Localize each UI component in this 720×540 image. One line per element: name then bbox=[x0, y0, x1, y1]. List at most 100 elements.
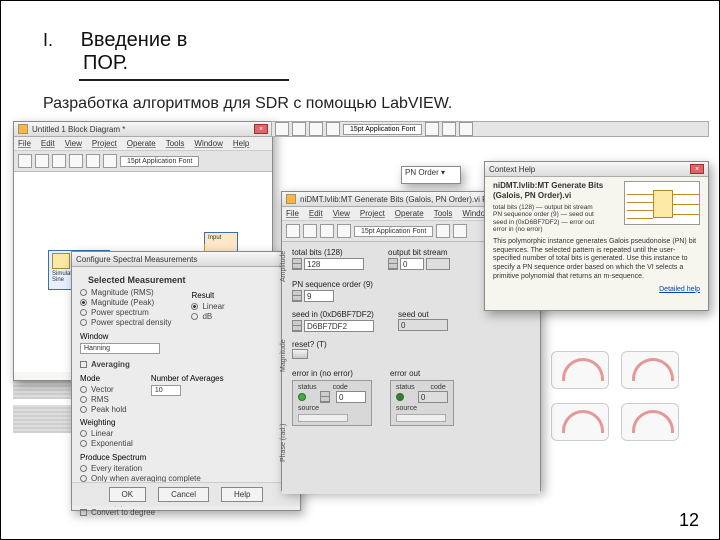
output-index[interactable]: 0 bbox=[400, 258, 424, 270]
radio-peak-hold[interactable]: Peak hold bbox=[80, 405, 133, 414]
radio-mag-peak[interactable]: Magnitude (Peak) bbox=[80, 298, 171, 307]
help-button[interactable]: Help bbox=[221, 487, 263, 502]
seed-out-value: 0 bbox=[398, 319, 448, 331]
spinner[interactable] bbox=[388, 258, 398, 270]
font-selector[interactable]: 15pt Application Font bbox=[120, 156, 199, 167]
menu-window[interactable]: Window bbox=[194, 139, 222, 148]
window-select[interactable]: Hanning bbox=[80, 343, 160, 354]
menu-project[interactable]: Project bbox=[360, 209, 385, 218]
menu-file[interactable]: File bbox=[18, 139, 31, 148]
radio-weight-exp[interactable]: Exponential bbox=[80, 439, 133, 448]
titlebar[interactable]: Configure Spectral Measurements bbox=[72, 252, 300, 267]
distribute-button[interactable] bbox=[442, 122, 456, 136]
menu-view[interactable]: View bbox=[333, 209, 350, 218]
pn-order-input[interactable]: 9 bbox=[304, 290, 334, 302]
check-degree[interactable]: Convert to degree bbox=[80, 508, 292, 517]
node-sublabel: Sine bbox=[52, 277, 64, 283]
spinner[interactable] bbox=[292, 290, 302, 302]
source-box bbox=[396, 414, 446, 422]
spinner[interactable] bbox=[292, 320, 302, 332]
pause-button[interactable] bbox=[69, 154, 83, 168]
cancel-button[interactable]: Cancel bbox=[158, 487, 209, 502]
step-button[interactable] bbox=[103, 154, 117, 168]
gauge bbox=[621, 351, 679, 389]
pn-order-control[interactable]: PN Order ▾ bbox=[401, 166, 461, 184]
radio-vector[interactable]: Vector bbox=[80, 385, 133, 394]
window-title: niDMT.lvlib:MT Generate Bits (Galois, PN… bbox=[300, 195, 502, 204]
run-button[interactable] bbox=[275, 122, 289, 136]
result-heading: Result bbox=[191, 291, 224, 300]
menubar[interactable]: File Edit View Project Operate Tools Win… bbox=[14, 137, 272, 151]
code-input[interactable]: 0 bbox=[336, 391, 366, 403]
titlebar[interactable]: Context Help × bbox=[485, 162, 708, 177]
menu-help[interactable]: Help bbox=[233, 139, 249, 148]
menu-edit[interactable]: Edit bbox=[41, 139, 55, 148]
highlight-button[interactable] bbox=[86, 154, 100, 168]
menu-operate[interactable]: Operate bbox=[395, 209, 424, 218]
secondary-toolbar: 15pt Application Font bbox=[271, 121, 709, 137]
reset-button[interactable] bbox=[292, 349, 308, 359]
abort-button[interactable] bbox=[320, 224, 334, 238]
menu-view[interactable]: View bbox=[65, 139, 82, 148]
configure-dialog: Configure Spectral Measurements Selected… bbox=[71, 251, 301, 511]
navg-input[interactable]: 10 bbox=[151, 385, 181, 396]
menu-edit[interactable]: Edit bbox=[309, 209, 323, 218]
abort-button[interactable] bbox=[52, 154, 66, 168]
pause-button[interactable] bbox=[326, 122, 340, 136]
section-number: I. bbox=[43, 30, 53, 50]
menu-tools[interactable]: Tools bbox=[166, 139, 185, 148]
spinner[interactable] bbox=[292, 258, 302, 270]
spinner[interactable] bbox=[320, 391, 330, 403]
status-led bbox=[396, 393, 404, 401]
seed-in-input[interactable]: D6BF7DF2 bbox=[304, 320, 374, 332]
error-in-label: error in (no error) bbox=[292, 369, 372, 378]
input-terminal[interactable]: Input bbox=[204, 232, 238, 252]
averaging-checkbox[interactable]: Averaging bbox=[80, 360, 292, 369]
radio-weight-linear[interactable]: Linear bbox=[80, 429, 133, 438]
ok-button[interactable]: OK bbox=[109, 487, 147, 502]
detailed-help-link[interactable]: Detailed help bbox=[659, 286, 700, 293]
run-cont-button[interactable] bbox=[303, 224, 317, 238]
run-cont-button[interactable] bbox=[35, 154, 49, 168]
source-box[interactable] bbox=[298, 414, 348, 422]
radio-power[interactable]: Power spectrum bbox=[80, 308, 171, 317]
pause-button[interactable] bbox=[337, 224, 351, 238]
run-button[interactable] bbox=[18, 154, 32, 168]
error-in-cluster[interactable]: status code 0 source bbox=[292, 380, 372, 426]
dialog-buttons: OK Cancel Help bbox=[72, 482, 300, 506]
radio-db[interactable]: dB bbox=[191, 312, 224, 321]
radio-rms[interactable]: RMS bbox=[80, 395, 133, 404]
run-button[interactable] bbox=[286, 224, 300, 238]
status-led bbox=[298, 393, 306, 401]
titlebar[interactable]: Untitled 1 Block Diagram * × bbox=[14, 122, 272, 137]
total-bits-input[interactable]: 128 bbox=[304, 258, 364, 270]
toolbar: 15pt Application Font bbox=[14, 151, 272, 172]
pn-order-label: PN Order bbox=[405, 168, 439, 177]
align-button[interactable] bbox=[436, 224, 450, 238]
run-cont-button[interactable] bbox=[292, 122, 306, 136]
reorder-button[interactable] bbox=[459, 122, 473, 136]
code-value: 0 bbox=[418, 391, 448, 403]
close-icon[interactable]: × bbox=[690, 164, 704, 174]
menu-project[interactable]: Project bbox=[92, 139, 117, 148]
radio-linear[interactable]: Linear bbox=[191, 302, 224, 311]
radio-psd[interactable]: Power spectral density bbox=[80, 318, 171, 327]
radio-mag-rms[interactable]: Magnitude (RMS) bbox=[80, 288, 171, 297]
weighting-heading: Weighting bbox=[80, 418, 133, 427]
terminal-label: Input bbox=[208, 235, 221, 241]
distribute-button[interactable] bbox=[453, 224, 467, 238]
menu-file[interactable]: File bbox=[286, 209, 299, 218]
font-selector[interactable]: 15pt Application Font bbox=[343, 124, 422, 135]
menu-operate[interactable]: Operate bbox=[127, 139, 156, 148]
font-selector[interactable]: 15pt Application Font bbox=[354, 226, 433, 237]
close-icon[interactable]: × bbox=[254, 124, 268, 134]
abort-button[interactable] bbox=[309, 122, 323, 136]
mode-heading: Mode bbox=[80, 374, 133, 383]
error-out-cluster: status code 0 source bbox=[390, 380, 454, 426]
align-button[interactable] bbox=[425, 122, 439, 136]
menu-tools[interactable]: Tools bbox=[434, 209, 453, 218]
radio-every[interactable]: Every iteration bbox=[80, 464, 292, 473]
help-body: niDMT.lvlib:MT Generate Bits (Galois, PN… bbox=[485, 177, 708, 298]
gauge bbox=[551, 403, 609, 441]
navg-heading: Number of Averages bbox=[151, 374, 224, 383]
